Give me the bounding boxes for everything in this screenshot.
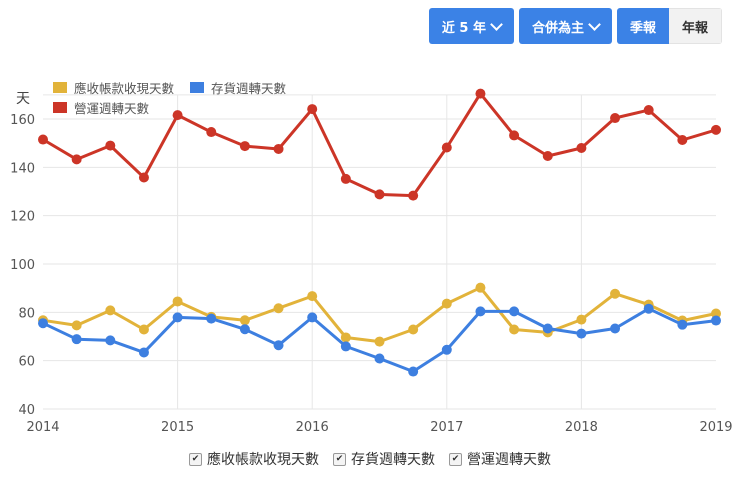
- data-point[interactable]: [340, 332, 351, 343]
- data-point[interactable]: [677, 319, 688, 330]
- data-point[interactable]: [38, 318, 48, 329]
- y-tick-label: 80: [18, 306, 35, 321]
- legend-label: 營運週轉天數: [74, 101, 150, 116]
- data-point[interactable]: [441, 298, 452, 309]
- data-point[interactable]: [576, 143, 587, 153]
- legend-swatch: [53, 102, 67, 113]
- chevron-down-icon: [490, 17, 503, 31]
- data-point[interactable]: [408, 190, 419, 201]
- data-point[interactable]: [542, 150, 553, 161]
- data-point[interactable]: [273, 143, 284, 154]
- data-point[interactable]: [576, 314, 587, 325]
- data-point[interactable]: [509, 306, 520, 317]
- y-tick-label: 160: [10, 113, 35, 128]
- legend-swatch: [190, 82, 204, 93]
- data-point[interactable]: [307, 291, 318, 302]
- data-point[interactable]: [71, 334, 82, 345]
- toggle-label: 應收帳款收現天數: [207, 452, 319, 468]
- range-dropdown[interactable]: 近 5 年: [428, 8, 514, 44]
- range-label: 近 5 年: [441, 20, 486, 36]
- checkbox-checked-icon[interactable]: ✔: [189, 452, 202, 466]
- data-point[interactable]: [239, 324, 250, 335]
- y-tick-label: 100: [10, 258, 35, 273]
- scope-dropdown[interactable]: 合併為主: [518, 8, 612, 44]
- data-point[interactable]: [711, 315, 721, 326]
- data-point[interactable]: [610, 323, 621, 334]
- chevron-down-icon: [588, 17, 601, 31]
- data-point[interactable]: [509, 324, 520, 335]
- data-point[interactable]: [408, 324, 419, 335]
- y-tick-label: 120: [10, 210, 35, 225]
- data-point[interactable]: [441, 142, 452, 153]
- data-point[interactable]: [677, 135, 688, 146]
- legend-label: 存貨週轉天數: [211, 81, 287, 96]
- legend-swatch: [53, 82, 67, 93]
- x-tick-label: 2014: [26, 420, 59, 435]
- data-point[interactable]: [340, 173, 351, 184]
- checkbox-checked-icon[interactable]: ✔: [449, 452, 462, 466]
- data-point[interactable]: [138, 347, 149, 358]
- data-point[interactable]: [172, 110, 183, 121]
- data-point[interactable]: [307, 104, 318, 115]
- series-toggle-legend: ✔ 應收帳款收現天數 ✔ 存貨週轉天數 ✔ 營運週轉天數: [0, 449, 740, 469]
- checkbox-checked-icon[interactable]: ✔: [333, 452, 346, 466]
- data-point[interactable]: [239, 141, 250, 152]
- data-point[interactable]: [71, 320, 82, 331]
- x-tick-label: 2016: [296, 420, 329, 435]
- data-point[interactable]: [643, 105, 654, 116]
- data-point[interactable]: [610, 288, 621, 299]
- period-toggle: 季報 年報: [616, 8, 722, 44]
- data-point[interactable]: [408, 366, 419, 377]
- data-point[interactable]: [475, 88, 486, 99]
- x-tick-label: 2015: [161, 420, 194, 435]
- data-point[interactable]: [138, 172, 149, 183]
- data-point[interactable]: [273, 303, 284, 314]
- data-point[interactable]: [441, 344, 452, 355]
- line-chart: 40 60 80 100 120 140 160 天 2014 2015 2016 2017 2018 2…: [10, 81, 732, 435]
- quarterly-button[interactable]: 季報: [616, 8, 669, 44]
- toggle-operating-cycle-days[interactable]: ✔ 營運週轉天數: [449, 449, 551, 469]
- data-point[interactable]: [576, 328, 587, 339]
- data-point[interactable]: [542, 323, 553, 334]
- y-tick-label: 40: [18, 403, 35, 418]
- data-point[interactable]: [105, 335, 116, 346]
- data-point[interactable]: [172, 312, 183, 323]
- data-point[interactable]: [374, 353, 385, 364]
- y-tick-label: 60: [18, 355, 35, 370]
- data-point[interactable]: [340, 341, 351, 352]
- data-point[interactable]: [239, 315, 250, 326]
- data-point[interactable]: [71, 154, 82, 165]
- y-tick-label: 140: [10, 161, 35, 176]
- data-point[interactable]: [206, 127, 217, 138]
- data-point[interactable]: [643, 303, 654, 314]
- y-axis-unit: 天: [16, 91, 30, 107]
- data-point[interactable]: [38, 134, 48, 145]
- data-point[interactable]: [711, 308, 721, 319]
- x-tick-label: 2018: [565, 420, 598, 435]
- toggle-label: 營運週轉天數: [467, 452, 551, 468]
- toggle-inventory-days[interactable]: ✔ 存貨週轉天數: [333, 449, 435, 469]
- data-point[interactable]: [374, 189, 385, 200]
- data-point[interactable]: [105, 140, 116, 151]
- x-tick-label: 2017: [430, 420, 463, 435]
- data-point[interactable]: [475, 306, 486, 317]
- data-point[interactable]: [374, 336, 385, 347]
- legend-label: 應收帳款收現天數: [74, 81, 175, 96]
- scope-label: 合併為主: [531, 20, 584, 36]
- data-point[interactable]: [206, 313, 217, 324]
- data-point[interactable]: [172, 296, 183, 307]
- data-point[interactable]: [105, 305, 116, 316]
- data-point[interactable]: [307, 312, 318, 323]
- toggle-label: 存貨週轉天數: [351, 452, 435, 468]
- annual-button[interactable]: 年報: [668, 8, 722, 44]
- x-tick-label: 2019: [699, 420, 732, 435]
- toggle-receivable-days[interactable]: ✔ 應收帳款收現天數: [189, 449, 319, 469]
- data-point[interactable]: [711, 124, 721, 135]
- data-point[interactable]: [273, 340, 284, 351]
- data-point[interactable]: [610, 113, 621, 124]
- data-point[interactable]: [509, 130, 520, 141]
- toolbar: 近 5 年 合併為主 季報 年報: [428, 8, 722, 44]
- data-point[interactable]: [138, 324, 149, 335]
- data-point[interactable]: [475, 282, 486, 293]
